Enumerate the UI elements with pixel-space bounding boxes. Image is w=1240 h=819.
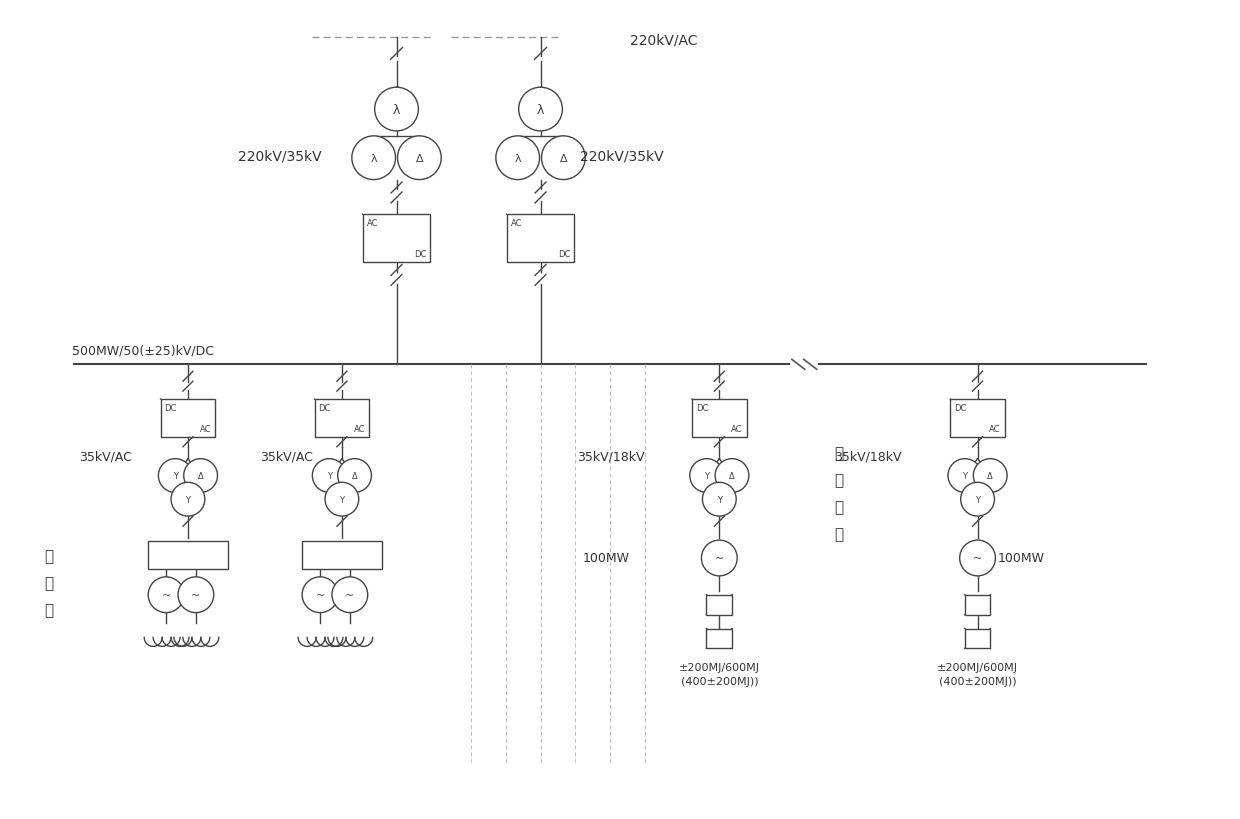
Text: AC: AC [511,219,522,228]
Text: Δ: Δ [729,472,735,481]
Circle shape [149,577,184,613]
Text: Y: Y [962,472,967,481]
Circle shape [325,482,358,517]
Text: Y: Y [326,472,332,481]
Text: Δ: Δ [987,472,993,481]
Circle shape [332,577,368,613]
Circle shape [374,88,418,132]
Circle shape [159,459,192,493]
Text: 100MW: 100MW [997,552,1044,565]
Text: 35kV/AC: 35kV/AC [260,450,314,463]
Text: ±200MJ/600MJ
(400±200MJ)): ±200MJ/600MJ (400±200MJ)) [678,663,760,686]
Text: ~: ~ [973,554,982,563]
Text: Δ: Δ [415,153,423,164]
Text: Y: Y [186,495,191,504]
Text: ~: ~ [714,554,724,563]
Bar [950,400,1004,437]
Text: λ: λ [371,153,377,164]
Text: AC: AC [990,424,1001,433]
Circle shape [689,459,724,493]
Text: AC: AC [367,219,378,228]
Text: Y: Y [704,472,709,481]
Bar [303,541,382,569]
Circle shape [542,137,585,180]
Circle shape [961,482,994,517]
Circle shape [518,88,563,132]
Circle shape [184,459,217,493]
Text: λ: λ [393,103,401,116]
Circle shape [496,137,539,180]
Text: AC: AC [200,424,211,433]
Text: ~: ~ [345,590,355,600]
Text: 储
能
装
置: 储 能 装 置 [835,446,843,541]
Text: DC: DC [165,404,177,413]
Text: 500MW/50(±25)kV/DC: 500MW/50(±25)kV/DC [72,344,213,357]
Circle shape [312,459,346,493]
Text: λ: λ [515,153,521,164]
Bar [707,629,733,649]
Circle shape [702,541,738,576]
Text: Y: Y [717,495,722,504]
Circle shape [715,459,749,493]
Circle shape [179,577,213,613]
Text: Y: Y [172,472,177,481]
Circle shape [949,459,982,493]
Text: 220kV/35kV: 220kV/35kV [580,150,663,164]
Text: DC: DC [319,404,331,413]
Text: λ: λ [537,103,544,116]
Bar [363,215,430,263]
Circle shape [960,541,996,576]
Text: ~: ~ [161,590,171,600]
Text: Y: Y [340,495,345,504]
Bar [161,400,216,437]
Text: Δ: Δ [352,472,357,481]
Text: 35kV/18kV: 35kV/18kV [835,450,901,463]
Circle shape [337,459,372,493]
Circle shape [352,137,396,180]
Text: Δ: Δ [559,153,567,164]
Text: 220kV/AC: 220kV/AC [630,34,697,48]
Text: Y: Y [975,495,980,504]
Text: DC: DC [414,250,427,259]
Text: AC: AC [353,424,366,433]
Circle shape [303,577,339,613]
Text: 220kV/35kV: 220kV/35kV [238,150,321,164]
Text: 35kV/AC: 35kV/AC [78,450,131,463]
Text: 100MW: 100MW [583,552,629,565]
Text: DC: DC [955,404,967,413]
Bar [315,400,370,437]
Bar [692,400,746,437]
Text: 35kV/18kV: 35kV/18kV [578,450,645,463]
Bar [707,595,733,615]
Text: AC: AC [732,424,743,433]
Bar [965,629,991,649]
Circle shape [171,482,205,517]
Text: Δ: Δ [197,472,203,481]
Circle shape [702,482,737,517]
Bar [149,541,228,569]
Text: ~: ~ [315,590,325,600]
Text: DC: DC [696,404,708,413]
Circle shape [973,459,1007,493]
Circle shape [398,137,441,180]
Bar [965,595,991,615]
Text: DC: DC [558,250,570,259]
Text: 风
电
场: 风 电 场 [45,549,53,618]
Bar [507,215,574,263]
Text: ±200MJ/600MJ
(400±200MJ)): ±200MJ/600MJ (400±200MJ)) [937,663,1018,686]
Text: ~: ~ [191,590,201,600]
